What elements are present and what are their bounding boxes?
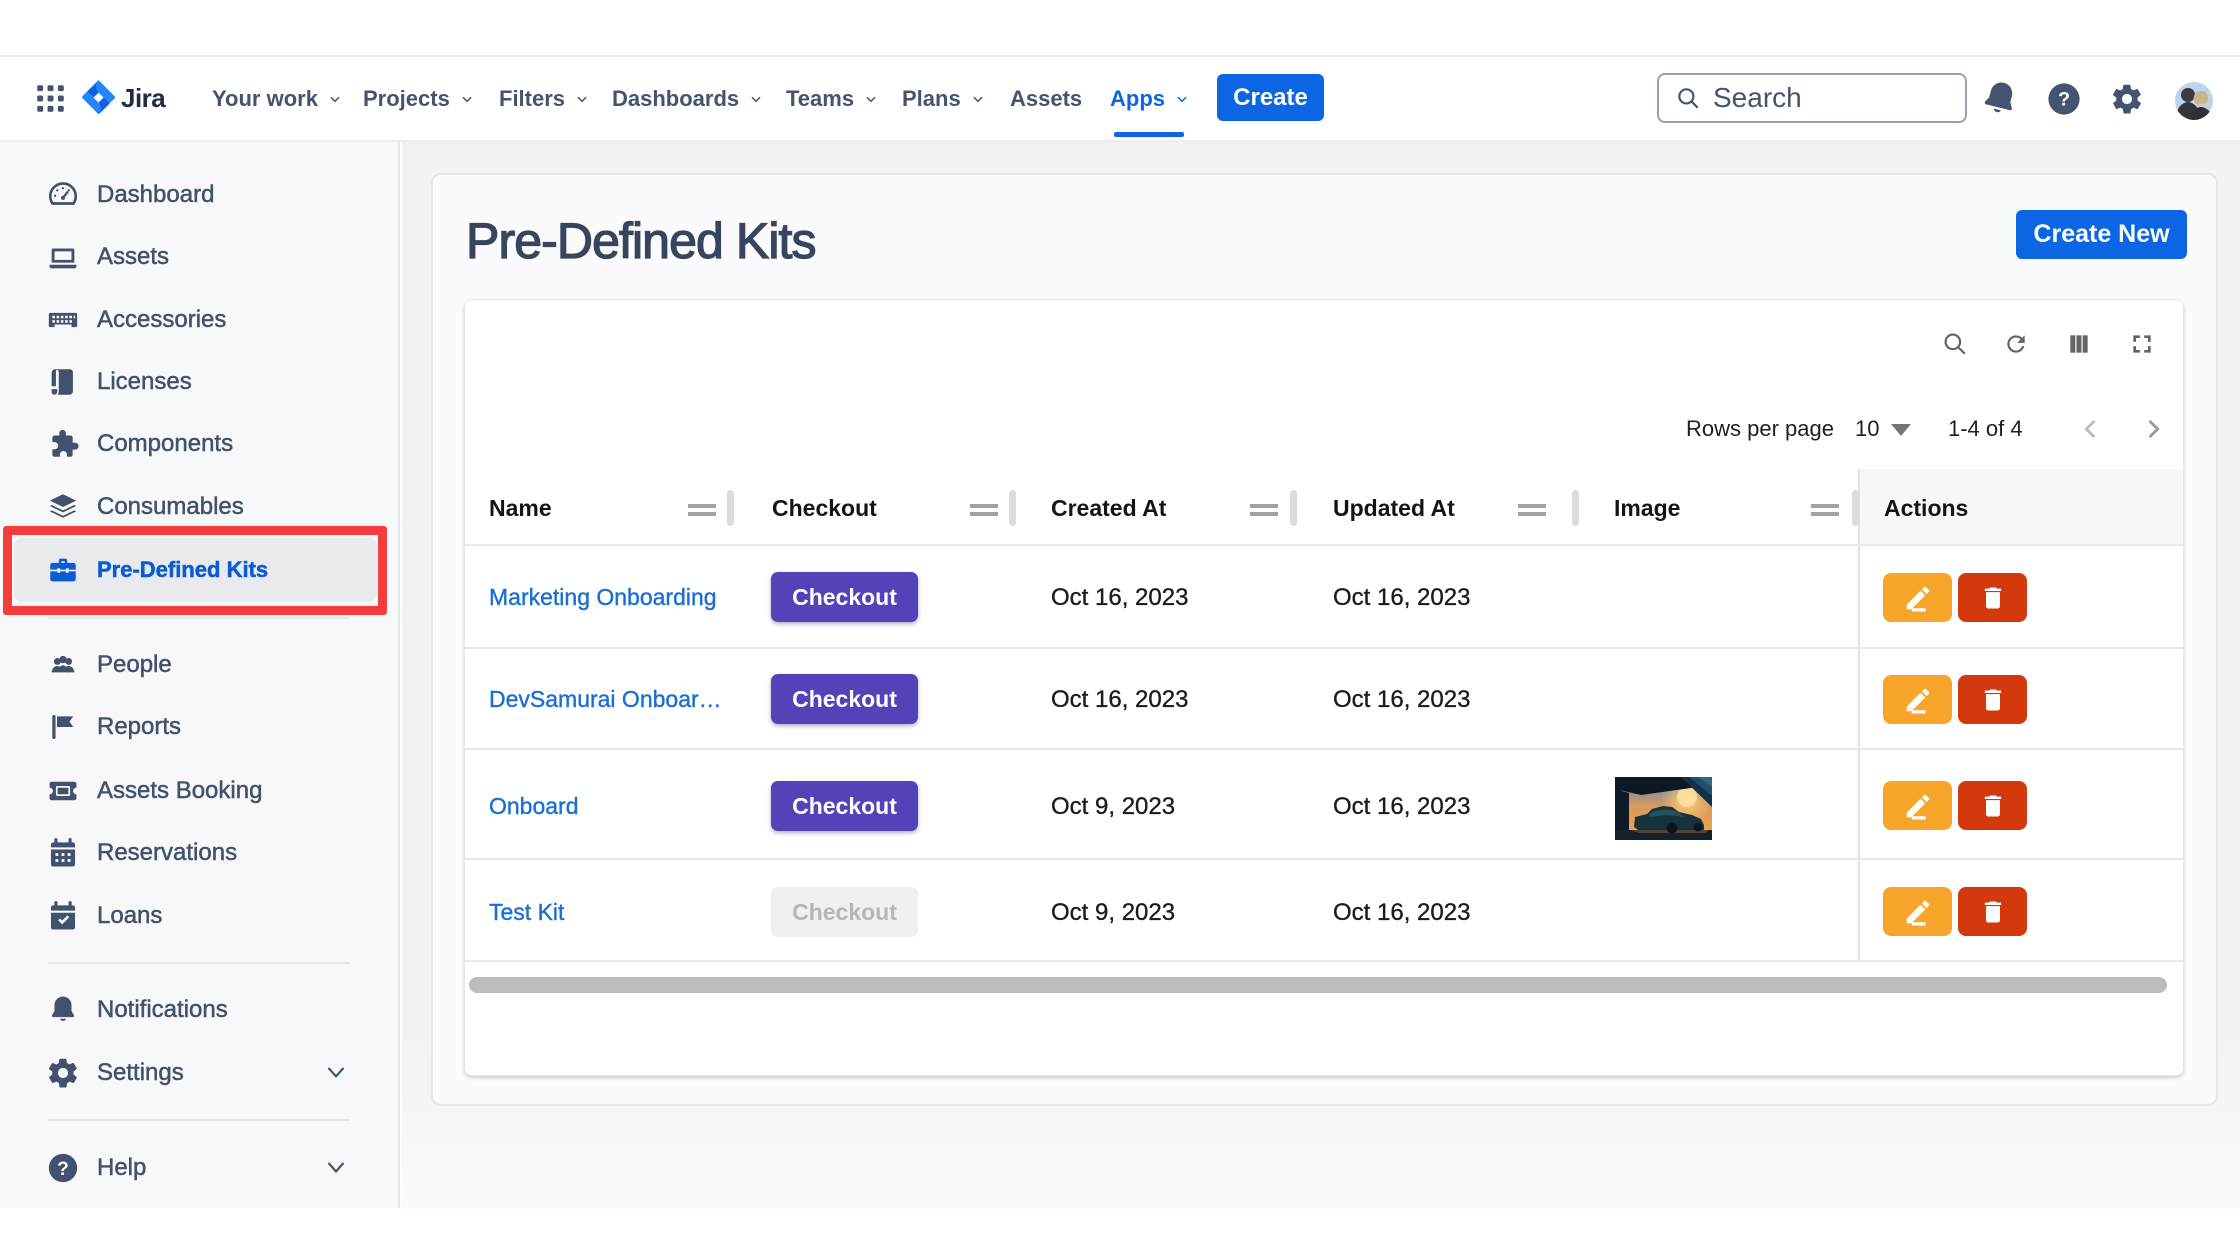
svg-text:?: ? [57,1159,69,1180]
svg-text:?: ? [2058,89,2070,111]
